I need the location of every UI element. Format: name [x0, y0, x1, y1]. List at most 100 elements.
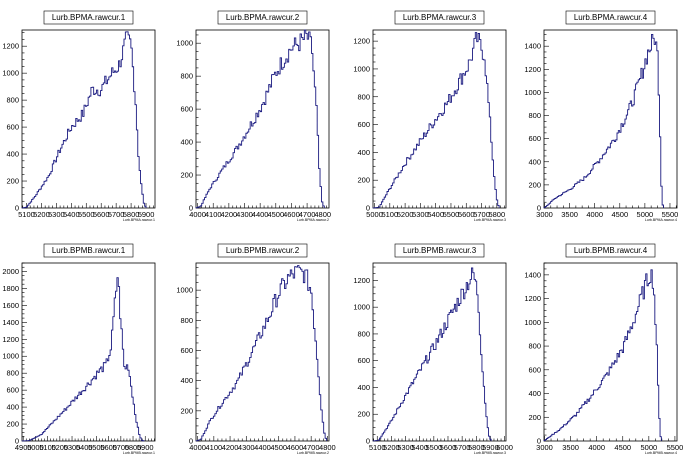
title-box	[565, 243, 656, 258]
x-tick-label: 4000	[588, 443, 605, 452]
y-tick-label: 800	[528, 342, 541, 351]
title-box	[217, 10, 308, 25]
y-tick-label: 0	[366, 204, 370, 213]
y-tick-label: 600	[180, 105, 193, 114]
y-tick-label: 800	[180, 316, 193, 325]
x-tick-label: 5000	[640, 443, 657, 452]
y-tick-label: 0	[537, 437, 541, 446]
y-tick-label: 1000	[524, 318, 541, 327]
x-tick-label: 5200	[33, 210, 50, 219]
y-tick-label: 400	[180, 376, 193, 385]
y-tick-label: 200	[357, 176, 370, 185]
x-axis-label: Lurb.BPMB.rawcur.2	[297, 451, 329, 455]
histogram-line	[195, 265, 328, 442]
x-tick-label: 4600	[283, 210, 300, 219]
x-tick-label: 4700	[299, 210, 316, 219]
x-tick-label: 5700	[473, 210, 490, 219]
y-tick-label: 200	[6, 420, 19, 429]
histogram-line	[543, 33, 664, 208]
x-axis-label: Lurb.BPMA.rawcur.2	[297, 218, 329, 222]
x-tick-label: 5600	[458, 210, 475, 219]
title-box	[217, 243, 308, 258]
x-tick-label: 3000	[536, 443, 553, 452]
x-tick-label: 5100	[381, 210, 398, 219]
x-tick-label: 5800	[488, 210, 505, 219]
chart-panel: Lurb.BPMB.rawcur.4 0 200 400 600 800 1000 1200 1…	[524, 243, 683, 455]
x-tick-label: 4500	[614, 443, 631, 452]
x-axis-label: Lurb.BPMB.rawcur.4	[645, 451, 677, 455]
x-tick-label: 5500	[425, 443, 442, 452]
y-tick-label: 1200	[353, 37, 370, 46]
x-tick-label: 4600	[287, 443, 304, 452]
x-tick-label: 5200	[51, 443, 68, 452]
y-tick-label: 0	[15, 204, 19, 213]
y-tick-label: 600	[6, 386, 19, 395]
plot-frame	[372, 262, 507, 442]
y-tick-label: 1400	[2, 318, 19, 327]
x-tick-label: 4300	[238, 443, 255, 452]
y-tick-label: 0	[189, 437, 193, 446]
chart-panel: Lurb.BPMB.rawcur.1 0 200 400 600 800 1000 1200 1…	[2, 243, 156, 455]
chart-panel: Lurb.BPMA.rawcur.4 0 200 400 600 800 1000 1200 1…	[524, 10, 679, 222]
histogram-line	[372, 267, 492, 442]
y-tick-label: 0	[15, 437, 19, 446]
title-box	[394, 243, 485, 258]
y-tick-label: 600	[180, 346, 193, 355]
y-tick-label: 1400	[524, 270, 541, 279]
y-tick-label: 1000	[176, 39, 193, 48]
y-tick-label: 200	[528, 413, 541, 422]
plot-frame	[372, 29, 507, 209]
y-tick-label: 1800	[2, 284, 19, 293]
x-tick-label: 5300	[412, 210, 429, 219]
histogram-line	[195, 29, 325, 209]
y-tick-label: 400	[357, 148, 370, 157]
y-tick-label: 400	[528, 389, 541, 398]
histogram-line	[372, 32, 500, 209]
x-tick-label: 5700	[108, 210, 125, 219]
x-tick-label: 5800	[125, 443, 142, 452]
title-box	[43, 10, 134, 25]
chart-title: Lurb.BPMA.rawcur.2	[226, 13, 300, 22]
x-tick-label: 4900	[15, 443, 32, 452]
x-axis-label: Lurb.BPMA.rawcur.4	[645, 218, 677, 222]
x-tick-label: 4400	[254, 443, 271, 452]
y-tick-label: 1000	[353, 303, 370, 312]
x-tick-label: 5200	[383, 443, 400, 452]
y-tick-label: 1200	[524, 294, 541, 303]
x-tick-label: 5700	[454, 443, 471, 452]
x-tick-label: 5200	[397, 210, 414, 219]
x-axis-label: Lurb.BPMB.rawcur.3	[474, 451, 506, 455]
y-tick-label: 800	[357, 329, 370, 338]
x-tick-label: 4500	[270, 443, 287, 452]
x-tick-label: 5400	[63, 210, 80, 219]
x-axis-label: Lurb.BPMA.rawcur.1	[123, 218, 155, 222]
histogram-line	[21, 277, 145, 442]
x-tick-label: 6000	[496, 443, 513, 452]
x-tick-label: 5500	[662, 210, 679, 219]
x-tick-label: 5300	[64, 443, 81, 452]
x-tick-label: 5900	[138, 210, 155, 219]
y-tick-label: 1200	[524, 65, 541, 74]
chart-panel: Lurb.BPMA.rawcur.20200400600800100040004…	[176, 10, 331, 222]
x-tick-label: 5400	[427, 210, 444, 219]
x-tick-label: 5100	[369, 443, 386, 452]
title-box	[43, 243, 134, 258]
x-tick-label: 5000	[637, 210, 654, 219]
y-tick-label: 800	[528, 111, 541, 120]
y-tick-label: 400	[528, 157, 541, 166]
x-tick-label: 4800	[319, 443, 336, 452]
x-tick-label: 4500	[267, 210, 284, 219]
x-tick-label: 5000	[27, 443, 44, 452]
y-tick-label: 200	[528, 180, 541, 189]
y-tick-label: 1400	[524, 42, 541, 51]
x-tick-label: 3500	[561, 210, 578, 219]
x-tick-label: 4800	[314, 210, 331, 219]
x-tick-label: 5800	[123, 210, 140, 219]
chart-title: Lurb.BPMB.rawcur.3	[403, 246, 477, 255]
chart-title: Lurb.BPMB.rawcur.4	[574, 246, 648, 255]
y-tick-label: 1200	[2, 42, 19, 51]
y-tick-label: 400	[180, 138, 193, 147]
chart-title: Lurb.BPMA.rawcur.4	[574, 13, 648, 22]
y-tick-label: 1000	[524, 88, 541, 97]
